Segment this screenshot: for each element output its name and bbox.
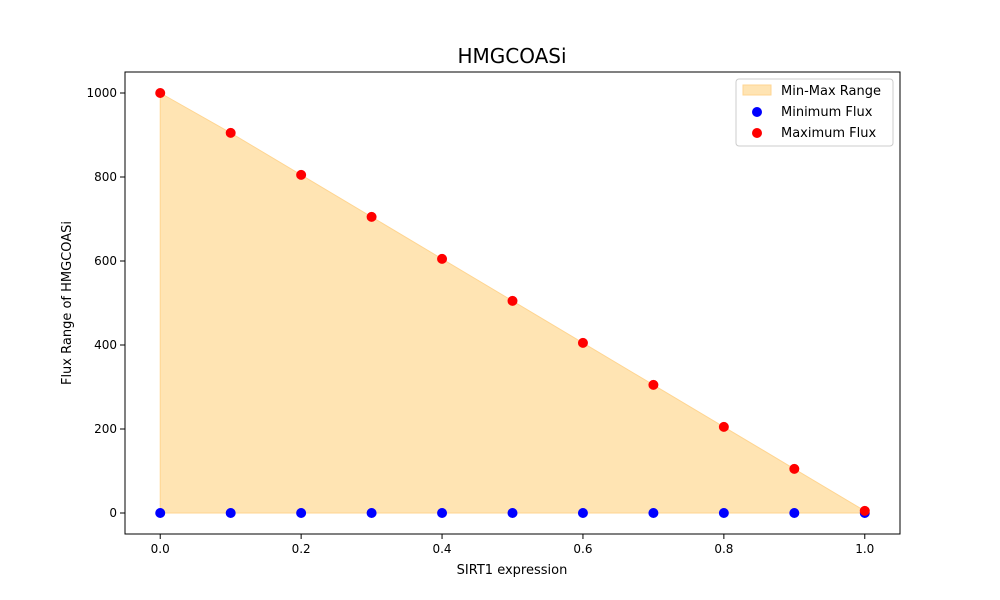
min-flux-point <box>225 508 236 518</box>
max-flux-point <box>718 421 729 432</box>
x-tick-label: 1.0 <box>855 542 874 556</box>
chart-title: HMGCOASi <box>457 44 566 68</box>
y-tick-label: 0 <box>109 506 117 520</box>
x-tick-label: 0.0 <box>151 542 170 556</box>
legend-marker-minimum <box>752 107 762 117</box>
legend-marker-maximum <box>752 128 762 138</box>
legend-label-range: Min-Max Range <box>781 84 881 99</box>
min-flux-point <box>507 508 518 518</box>
x-axis-ticks: 0.0 0.2 0.4 0.6 0.8 1.0 <box>151 534 874 556</box>
max-flux-point <box>437 253 448 264</box>
min-flux-point <box>577 508 588 518</box>
max-flux-point <box>789 463 800 474</box>
y-tick-label: 400 <box>94 338 117 352</box>
y-axis-label: Flux Range of HMGCOASi <box>60 221 75 385</box>
x-axis-label: SIRT1 expression <box>457 563 568 578</box>
legend-box <box>735 78 894 147</box>
max-flux-point <box>648 379 659 390</box>
min-flux-point <box>718 508 729 518</box>
x-tick-label: 0.4 <box>432 542 451 556</box>
legend-label-minimum: Minimum Flux <box>781 105 873 120</box>
max-flux-point <box>577 337 588 348</box>
max-flux-point <box>507 295 518 306</box>
max-flux-point <box>366 211 377 222</box>
max-flux-point <box>859 505 870 516</box>
x-tick-label: 0.2 <box>292 542 311 556</box>
y-tick-label: 800 <box>94 170 117 184</box>
plot-frame <box>124 71 901 535</box>
min-flux-point <box>437 508 448 518</box>
min-flux-point <box>296 508 307 518</box>
x-tick-label: 0.8 <box>714 542 733 556</box>
max-flux-point <box>155 88 166 98</box>
legend: Min-Max Range Minimum Flux Maximum Flux <box>735 78 894 147</box>
legend-swatch-range <box>742 84 772 96</box>
min-flux-point <box>789 508 800 518</box>
y-tick-label: 200 <box>94 422 117 436</box>
max-flux-point <box>296 169 307 180</box>
points-layer <box>155 88 870 518</box>
max-flux-point <box>225 127 236 138</box>
y-tick-label: 600 <box>94 254 117 268</box>
min-flux-point <box>648 508 659 518</box>
min-flux-point <box>155 508 166 518</box>
min-flux-point <box>366 508 377 518</box>
x-tick-label: 0.6 <box>573 542 592 556</box>
legend-label-maximum: Maximum Flux <box>781 126 877 141</box>
y-tick-label: 1000 <box>86 86 117 100</box>
y-axis-ticks: 0 200 400 600 800 1000 <box>86 86 125 520</box>
